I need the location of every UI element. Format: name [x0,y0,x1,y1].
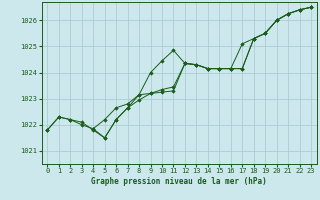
X-axis label: Graphe pression niveau de la mer (hPa): Graphe pression niveau de la mer (hPa) [91,177,267,186]
